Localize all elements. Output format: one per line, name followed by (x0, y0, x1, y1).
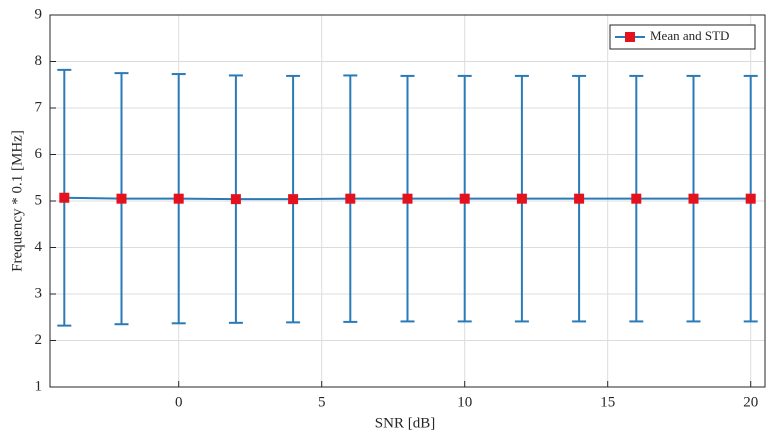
legend-label: Mean and STD (650, 28, 729, 43)
marker (59, 192, 70, 203)
marker (116, 193, 127, 204)
marker (516, 193, 527, 204)
x-axis-label: SNR [dB] (375, 415, 435, 431)
x-tick-label: 0 (175, 394, 183, 410)
y-tick-label: 6 (35, 146, 43, 162)
plot-frame (49, 14, 766, 388)
marker (745, 193, 756, 204)
marker (288, 194, 299, 205)
y-tick-label: 9 (35, 6, 43, 22)
y-tick-label: 4 (35, 239, 43, 255)
marker (345, 193, 356, 204)
y-tick-label: 5 (35, 192, 43, 208)
y-tick-label: 3 (35, 285, 43, 301)
y-tick-label: 7 (35, 99, 43, 115)
x-tick-label: 10 (457, 394, 472, 410)
y-tick-label: 2 (35, 332, 43, 348)
marker (173, 193, 184, 204)
y-axis-label: Frequency * 0.1 [MHz] (9, 130, 25, 272)
marker (459, 193, 470, 204)
marker (688, 193, 699, 204)
marker (574, 193, 585, 204)
marker (402, 193, 413, 204)
marker (230, 194, 241, 205)
x-tick-label: 20 (743, 394, 758, 410)
legend-marker (625, 32, 635, 42)
x-tick-label: 5 (318, 394, 326, 410)
x-tick-label: 15 (600, 394, 615, 410)
y-tick-label: 8 (35, 53, 43, 69)
y-tick-label: 1 (35, 378, 43, 394)
marker (631, 193, 642, 204)
